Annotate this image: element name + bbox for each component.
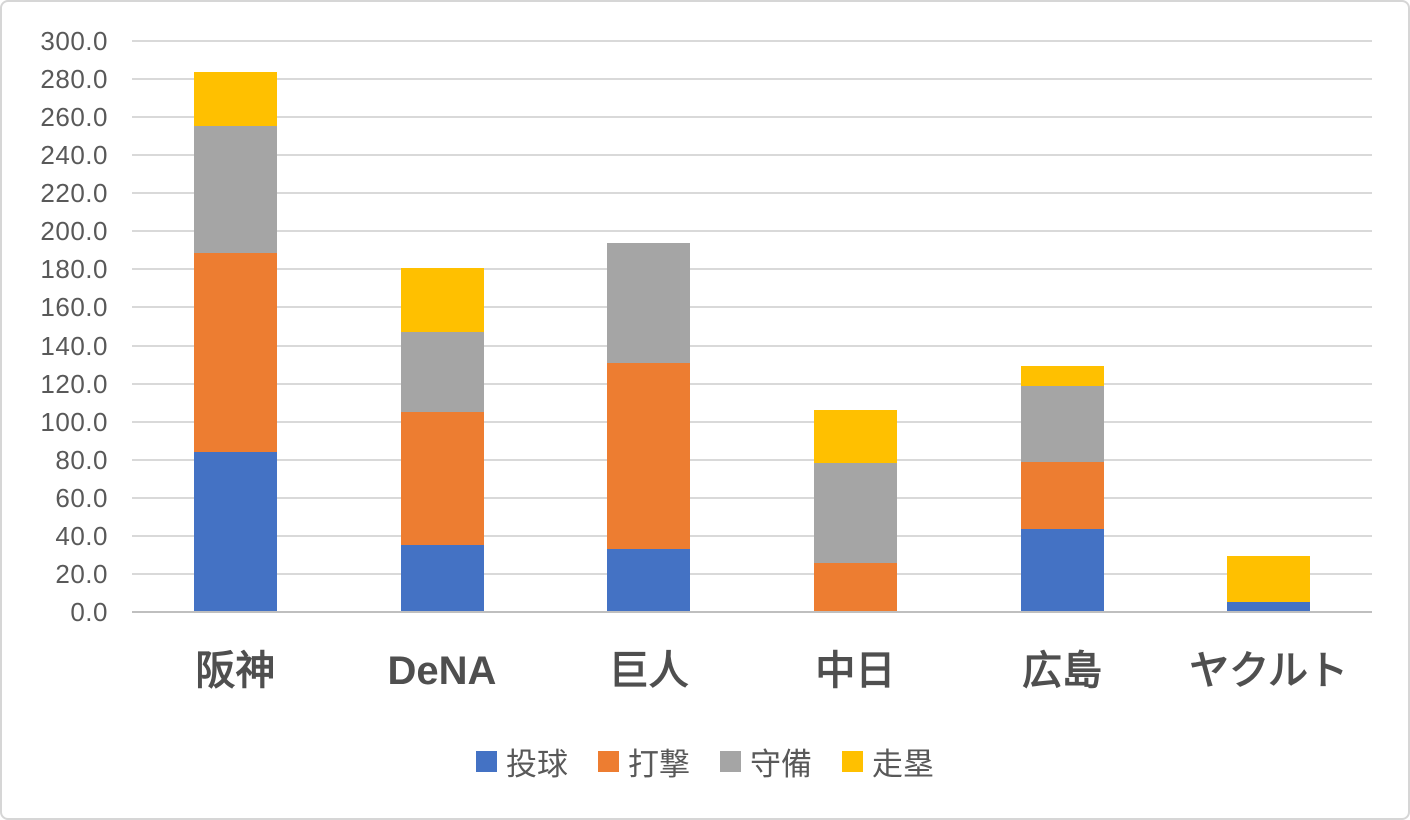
x-category-label-広島: 広島 — [1021, 649, 1102, 693]
gridline — [132, 230, 1372, 233]
legend-item-打撃: 打撃 — [598, 739, 690, 784]
gridline — [132, 496, 1372, 499]
bar-segment-走塁-阪神 — [193, 72, 277, 126]
bar-segment-打撃-巨人 — [607, 362, 691, 550]
legend: 投球 打撃 守備 走塁 — [2, 739, 1408, 784]
bar-segment-投球-阪神 — [193, 452, 277, 612]
y-tick-label: 80.0 — [55, 444, 108, 475]
x-category-label-巨人: 巨人 — [608, 649, 689, 693]
gridline — [132, 154, 1372, 157]
plot-area — [132, 40, 1372, 613]
gridline — [132, 116, 1372, 119]
gridline — [132, 78, 1372, 81]
bar-segment-打撃-中日 — [813, 562, 897, 612]
y-tick-label: 120.0 — [40, 368, 108, 399]
gridline — [132, 534, 1372, 537]
y-tick-label: 240.0 — [40, 140, 108, 171]
y-tick-label: 280.0 — [40, 64, 108, 95]
bar-segment-投球-巨人 — [607, 549, 691, 612]
gridline — [132, 572, 1372, 575]
legend-item-投球: 投球 — [476, 739, 568, 784]
bar-segment-守備-広島 — [1020, 386, 1104, 462]
gridline — [132, 458, 1372, 461]
gridline — [132, 420, 1372, 423]
x-category-label-DeNA: DeNA — [387, 649, 497, 693]
bar-segment-投球-DeNA — [400, 545, 484, 612]
gridline — [132, 382, 1372, 385]
x-axis-line — [132, 611, 1372, 613]
bar-segment-走塁-DeNA — [400, 268, 484, 333]
legend-swatch-icon — [720, 751, 741, 772]
bar-segment-守備-阪神 — [193, 125, 277, 254]
legend-label: 打撃 — [628, 747, 690, 782]
y-tick-label: 300.0 — [40, 26, 108, 56]
y-tick-label: 40.0 — [55, 520, 108, 551]
legend-label: 走塁 — [872, 747, 934, 782]
bar-segment-投球-ヤクルト — [1227, 602, 1311, 612]
y-tick-label: 100.0 — [40, 406, 108, 437]
legend-swatch-icon — [476, 751, 497, 772]
bar-segment-打撃-広島 — [1020, 461, 1104, 530]
y-tick-label: 0.0 — [70, 597, 108, 627]
y-tick-label: 260.0 — [40, 102, 108, 133]
bar-segment-守備-中日 — [813, 462, 897, 563]
y-tick-label: 180.0 — [40, 254, 108, 285]
x-category-label-阪神: 阪神 — [195, 649, 276, 693]
bar-segment-打撃-DeNA — [400, 412, 484, 546]
legend-swatch-icon — [598, 751, 619, 772]
gridline — [132, 40, 1372, 42]
gridline — [132, 344, 1372, 347]
legend-label: 投球 — [506, 747, 568, 782]
legend-swatch-icon — [842, 751, 863, 772]
bar-segment-投球-広島 — [1020, 529, 1104, 612]
gridline — [132, 192, 1372, 195]
bar-segment-走塁-広島 — [1020, 365, 1104, 387]
legend-item-走塁: 走塁 — [842, 739, 934, 784]
bar-segment-守備-巨人 — [607, 242, 691, 363]
y-tick-label: 60.0 — [55, 482, 108, 513]
bar-segment-走塁-ヤクルト — [1227, 555, 1311, 603]
gridline — [132, 306, 1372, 309]
bar-segment-打撃-阪神 — [193, 253, 277, 453]
y-tick-label: 200.0 — [40, 216, 108, 247]
bar-segment-守備-DeNA — [400, 332, 484, 413]
legend-label: 守備 — [750, 747, 812, 782]
y-tick-label: 140.0 — [40, 330, 108, 361]
gridline — [132, 268, 1372, 271]
legend-item-守備: 守備 — [720, 739, 812, 784]
bar-segment-走塁-中日 — [813, 410, 897, 463]
x-category-label-ヤクルト: ヤクルト — [1189, 649, 1349, 693]
y-tick-label: 20.0 — [55, 558, 108, 589]
y-tick-label: 160.0 — [40, 292, 108, 323]
y-tick-label: 220.0 — [40, 178, 108, 209]
x-category-label-中日: 中日 — [815, 649, 896, 693]
